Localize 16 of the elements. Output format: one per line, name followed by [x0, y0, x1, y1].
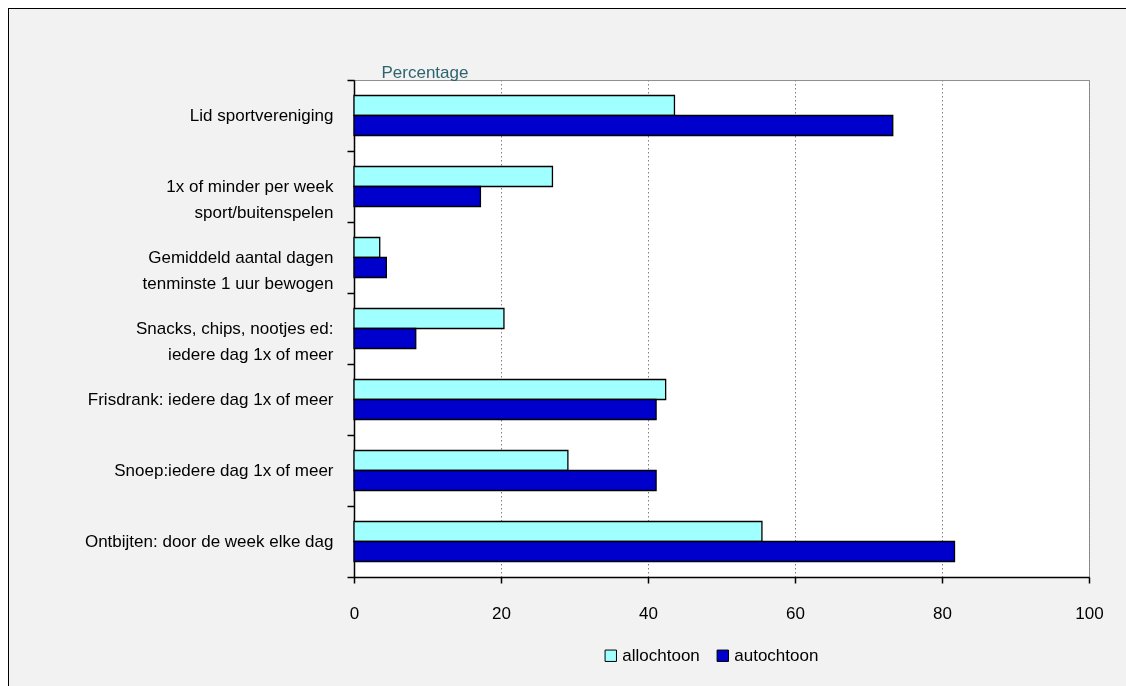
- x-axis-title: Percentage: [381, 62, 469, 82]
- y-tick-label: Gemiddeld aantal dagen tenminste 1 uur bewogen: [142, 248, 334, 293]
- legend-label: allochtoon: [622, 645, 700, 665]
- y-tick-label: Snacks, chips, nootjes ed: iedere dag 1x of meer: [135, 319, 334, 364]
- y-tick-label: Ontbijten: door de week elke dag: [84, 532, 334, 551]
- y-tick-label: Frisdrank: iedere dag 1x of meer: [87, 390, 334, 409]
- x-tick-label: 20: [492, 603, 511, 623]
- x-tick-label: 100: [1075, 603, 1104, 623]
- x-tick-label: 40: [639, 603, 658, 623]
- y-tick-label: Snoep:iedere dag 1x of meer: [114, 461, 334, 480]
- y-tick-label: Lid sportvereniging: [189, 106, 334, 125]
- legend-label: autochtoon: [734, 645, 819, 665]
- x-tick-label: 80: [933, 603, 952, 623]
- x-tick-label: 60: [786, 603, 805, 623]
- x-tick-label: 0: [349, 603, 360, 623]
- y-tick-label: 1x of minder per week sport/buitenspelen: [166, 177, 334, 222]
